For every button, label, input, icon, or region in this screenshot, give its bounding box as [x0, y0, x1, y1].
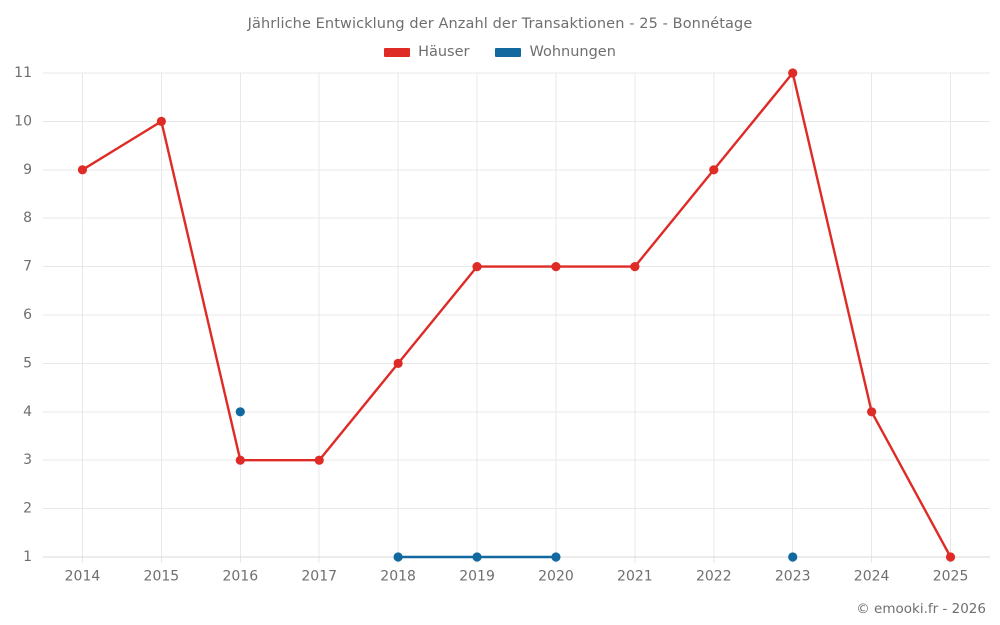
legend-item-haeuser[interactable]: Häuser — [384, 44, 469, 60]
legend-swatch-wohnungen — [495, 47, 522, 57]
data-point-marker[interactable] — [393, 358, 403, 368]
series-h-user — [77, 68, 956, 562]
data-point-marker[interactable] — [393, 552, 403, 562]
y-axis-tick-label: 10 — [14, 113, 32, 129]
y-axis-tick-label: 3 — [23, 452, 32, 468]
data-point-marker[interactable] — [77, 165, 88, 175]
data-point-marker[interactable] — [472, 262, 482, 272]
y-axis-tick-label: 4 — [23, 404, 32, 420]
gridlines-group — [43, 72, 990, 563]
legend-label-haeuser: Häuser — [418, 44, 470, 60]
x-axis-tick-label: 2016 — [222, 569, 258, 585]
data-series-group — [77, 68, 956, 562]
x-axis-tick-label: 2020 — [538, 569, 574, 585]
data-point-marker[interactable] — [235, 455, 245, 465]
data-point-marker[interactable] — [551, 552, 561, 562]
x-axis-tick-label: 2025 — [933, 569, 969, 585]
y-axis-tick-label: 9 — [23, 162, 32, 178]
y-axis-tick-label: 2 — [23, 501, 32, 517]
data-point-marker[interactable] — [788, 68, 798, 78]
y-axis-tick-label: 8 — [23, 210, 32, 226]
legend-item-wohnungen[interactable]: Wohnungen — [495, 44, 616, 60]
data-point-marker[interactable] — [709, 165, 719, 175]
data-point-marker[interactable] — [551, 262, 561, 272]
x-axis-tick-label: 2022 — [696, 569, 732, 585]
y-axis-tick-label: 1 — [23, 549, 32, 565]
y-axis-tick-label: 11 — [14, 65, 32, 81]
data-point-marker[interactable] — [788, 552, 798, 562]
x-axis-tick-label: 2018 — [380, 569, 416, 585]
x-axis-tick-label: 2014 — [65, 569, 101, 585]
x-axis-tick-label: 2017 — [301, 569, 337, 585]
x-axis-tick-label: 2015 — [144, 569, 180, 585]
copyright-credit: © emooki.fr - 2026 — [856, 601, 986, 617]
data-point-marker[interactable] — [472, 552, 482, 562]
data-point-marker[interactable] — [235, 407, 245, 417]
series-wohnungen — [235, 407, 798, 562]
data-point-marker[interactable] — [156, 116, 166, 126]
x-axis-tick-label: 2019 — [459, 569, 495, 585]
x-axis-tick-labels: 2014 2015 2016 2017 2018 2019 2020 2021 2022 2023… — [65, 569, 969, 585]
y-axis-tick-labels: 1 2 3 4 5 6 7 8 9 10 11 — [14, 65, 32, 565]
y-axis-tick-label: 5 — [23, 355, 32, 371]
chart-title: Jährliche Entwicklung der Anzahl der Tra… — [247, 16, 753, 32]
data-point-marker[interactable] — [630, 262, 640, 272]
data-point-marker[interactable] — [314, 455, 324, 465]
y-axis-tick-label: 6 — [23, 307, 32, 323]
chart-legend: Häuser Wohnungen — [0, 44, 1000, 60]
series-line-segment — [81, 71, 952, 559]
data-point-marker[interactable] — [945, 552, 956, 562]
legend-swatch-haeuser — [384, 47, 411, 57]
data-point-marker[interactable] — [867, 407, 877, 417]
x-axis-tick-label: 2024 — [854, 569, 890, 585]
x-axis-tick-label: 2021 — [617, 569, 653, 585]
legend-label-wohnungen: Wohnungen — [529, 44, 616, 60]
y-axis-tick-label: 7 — [23, 259, 32, 275]
x-axis-tick-label: 2023 — [775, 569, 811, 585]
